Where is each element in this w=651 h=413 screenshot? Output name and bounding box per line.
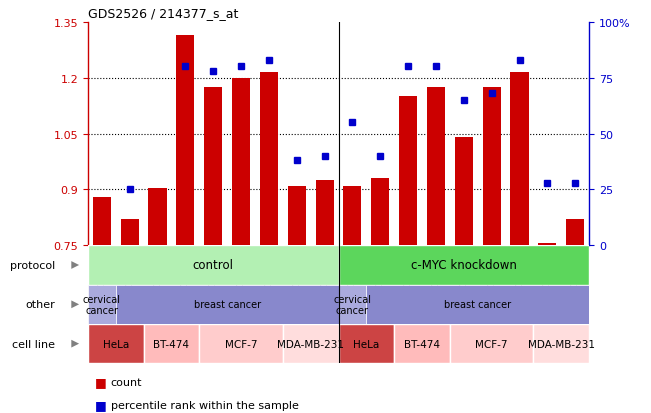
Bar xyxy=(367,285,589,324)
Text: percentile rank within the sample: percentile rank within the sample xyxy=(111,400,299,410)
Bar xyxy=(427,88,445,246)
Text: ■: ■ xyxy=(94,375,106,389)
Bar xyxy=(371,179,389,246)
Text: MDA-MB-231: MDA-MB-231 xyxy=(528,339,595,349)
Bar xyxy=(399,97,417,246)
Text: count: count xyxy=(111,377,142,387)
Text: HeLa: HeLa xyxy=(103,339,129,349)
Bar xyxy=(88,324,144,363)
Bar xyxy=(204,88,222,246)
Text: breast cancer: breast cancer xyxy=(444,299,511,310)
Bar xyxy=(232,78,250,246)
Bar xyxy=(450,324,533,363)
Bar xyxy=(533,324,589,363)
Text: cervical
cancer: cervical cancer xyxy=(83,294,121,316)
Bar xyxy=(482,88,501,246)
Bar xyxy=(260,73,278,246)
Text: c-MYC knockdown: c-MYC knockdown xyxy=(411,259,517,272)
Text: HeLa: HeLa xyxy=(353,339,380,349)
Bar xyxy=(88,285,116,324)
Text: cell line: cell line xyxy=(12,339,55,349)
Bar xyxy=(148,188,167,246)
Text: cervical
cancer: cervical cancer xyxy=(333,294,372,316)
Text: BT-474: BT-474 xyxy=(154,339,189,349)
Bar xyxy=(283,324,339,363)
Text: breast cancer: breast cancer xyxy=(193,299,260,310)
Bar xyxy=(339,246,589,285)
Bar xyxy=(116,285,339,324)
Text: BT-474: BT-474 xyxy=(404,339,440,349)
Bar xyxy=(510,73,529,246)
Bar xyxy=(566,220,585,246)
Bar xyxy=(339,324,395,363)
Text: control: control xyxy=(193,259,234,272)
Bar xyxy=(538,244,557,246)
Text: MCF-7: MCF-7 xyxy=(225,339,257,349)
Text: MDA-MB-231: MDA-MB-231 xyxy=(277,339,344,349)
Text: GDS2526 / 214377_s_at: GDS2526 / 214377_s_at xyxy=(88,7,238,20)
Bar xyxy=(176,36,195,246)
Text: other: other xyxy=(25,299,55,310)
Bar xyxy=(455,138,473,246)
Text: protocol: protocol xyxy=(10,260,55,271)
Bar xyxy=(92,197,111,246)
Bar xyxy=(316,181,334,246)
Bar xyxy=(88,246,339,285)
Text: ■: ■ xyxy=(94,398,106,411)
Bar xyxy=(144,324,199,363)
Bar xyxy=(343,186,361,246)
Bar xyxy=(339,285,367,324)
Text: MCF-7: MCF-7 xyxy=(475,339,508,349)
Bar xyxy=(199,324,283,363)
Bar xyxy=(395,324,450,363)
Bar xyxy=(288,186,306,246)
Bar xyxy=(120,220,139,246)
